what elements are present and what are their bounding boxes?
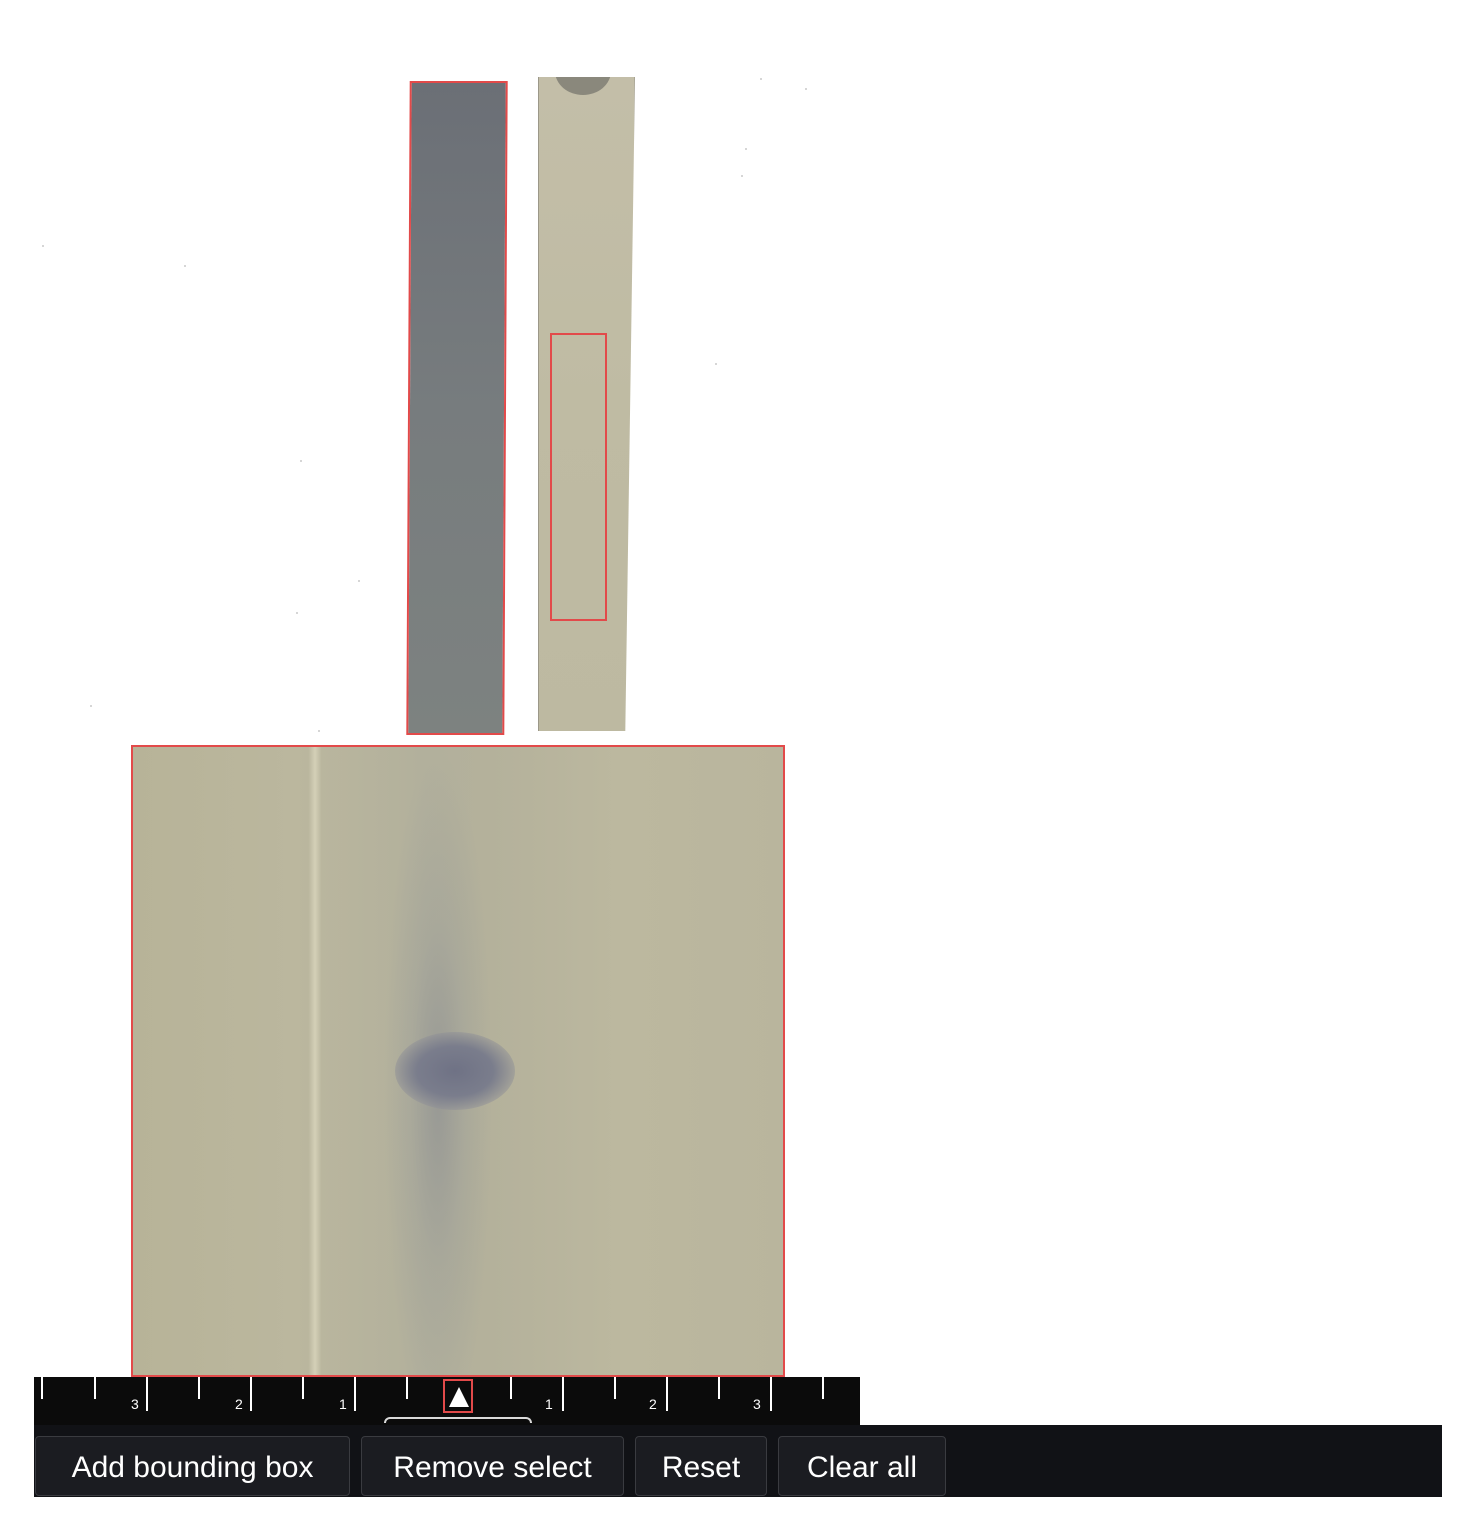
dark-strip-selection[interactable] bbox=[406, 81, 508, 735]
background-speck bbox=[741, 175, 743, 177]
strip-bounding-box[interactable] bbox=[550, 333, 607, 621]
toolbar: Add bounding box Remove select Reset Cle… bbox=[34, 1425, 1442, 1497]
plate-selection[interactable] bbox=[131, 745, 785, 1377]
triangle-up-icon bbox=[449, 1387, 469, 1407]
add-bounding-box-button[interactable]: Add bounding box bbox=[35, 1436, 350, 1496]
clear-all-button[interactable]: Clear all bbox=[778, 1436, 946, 1496]
background-speck bbox=[300, 460, 302, 462]
light-strip-image bbox=[538, 77, 635, 731]
ruler-label-left-2: 2 bbox=[235, 1396, 243, 1412]
ruler-label-right-1: 1 bbox=[545, 1396, 553, 1412]
ruler-slider-thumb[interactable] bbox=[443, 1379, 473, 1413]
background-speck bbox=[805, 88, 807, 90]
background-speck bbox=[184, 265, 186, 267]
ruler-label-right-3: 3 bbox=[753, 1396, 761, 1412]
background-speck bbox=[358, 580, 360, 582]
background-speck bbox=[715, 363, 717, 365]
background-speck bbox=[318, 730, 320, 732]
plate-spot bbox=[395, 1032, 515, 1110]
ruler-label-left-3: 3 bbox=[131, 1396, 139, 1412]
background-speck bbox=[296, 612, 298, 614]
ruler-ticks bbox=[41, 1377, 824, 1411]
strip-top-spot bbox=[555, 77, 611, 95]
ruler-label-left-1: 1 bbox=[339, 1396, 347, 1412]
background-speck bbox=[90, 705, 92, 707]
background-speck bbox=[760, 78, 762, 80]
ruler-label-right-2: 2 bbox=[649, 1396, 657, 1412]
background-speck bbox=[745, 148, 747, 150]
background-speck bbox=[42, 245, 44, 247]
reset-button[interactable]: Reset bbox=[635, 1436, 767, 1496]
remove-select-button[interactable]: Remove select bbox=[361, 1436, 624, 1496]
ruler-slider-track[interactable] bbox=[384, 1417, 532, 1423]
